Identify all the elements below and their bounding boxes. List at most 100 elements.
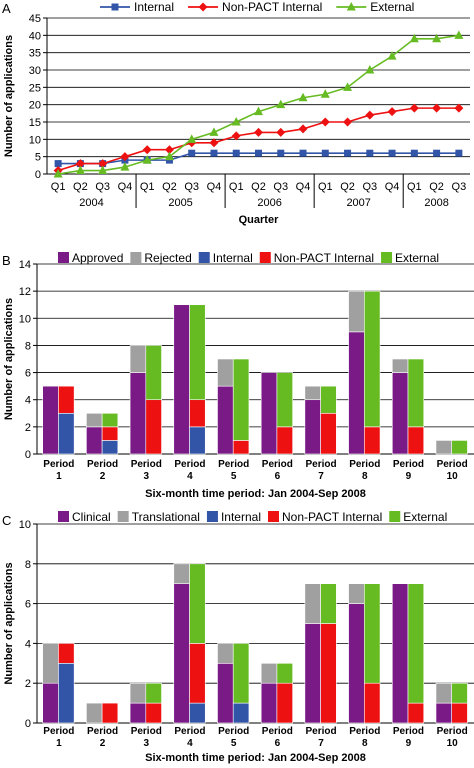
panel-a-ytick-label: 15 <box>29 117 41 129</box>
panel-a-point <box>276 127 286 137</box>
panel-b-bar-external <box>145 345 162 401</box>
panel-a-point <box>111 3 119 11</box>
panel-a-ytick-label: 30 <box>29 65 41 77</box>
panel-b-bar-external <box>364 290 381 428</box>
panel-c-bar-non-pact-internal <box>189 643 206 704</box>
panel-c-bar-translational <box>348 583 365 604</box>
panel-c-category-number: 4 <box>187 738 193 749</box>
panel-a-year-label: 2008 <box>424 197 448 209</box>
panel-c-bar-non-pact-internal <box>407 702 425 724</box>
panel-a-quarter-label: Q3 <box>184 181 199 193</box>
panel-b-legend-label: Approved <box>72 251 123 265</box>
panel-c-bar-clinical <box>129 702 147 724</box>
panel-b-bar-non-pact-internal <box>58 385 75 414</box>
panel-b-bar-external <box>189 304 206 401</box>
panel-c-bar-external <box>364 583 381 684</box>
panel-b-bar-approved <box>42 385 59 455</box>
panel-a-point <box>432 33 442 43</box>
panel-c-bar-non-pact-internal <box>101 702 119 724</box>
panel-b-bar-non-pact-internal <box>232 440 250 455</box>
panel-b-bar-non-pact-internal <box>320 412 337 455</box>
panel-a-point <box>346 2 356 11</box>
panel-b-bar-approved <box>86 426 103 455</box>
panel-a-quarter-label: Q4 <box>296 181 311 193</box>
panel-a-point <box>387 51 397 60</box>
panel-a-point <box>365 65 375 74</box>
panel-b-category-label: Period <box>349 459 380 470</box>
panel-c-bar-translational <box>217 643 234 664</box>
panel-c-bar-non-pact-internal <box>58 643 75 664</box>
panel-c-bar-translational <box>86 702 103 724</box>
panel-a-point <box>455 149 463 157</box>
panel-c-bar-translational <box>42 643 59 684</box>
panel-a-point <box>277 149 285 157</box>
panel-a-point <box>98 165 108 175</box>
panel-c-bar-translational <box>304 583 321 624</box>
panel-c-bar-external <box>276 662 293 684</box>
panel-b-category-number: 3 <box>143 471 149 482</box>
panel-a-quarter-label: Q1 <box>229 181 244 193</box>
panel-c-xlabel: Six-month time period: Jan 2004-Sep 2008 <box>145 752 366 764</box>
panel-a-axes: 0 5 10 15 20 25 30 35 40 45 Number of applications <box>3 13 470 181</box>
panel-c-bar-internal <box>58 662 75 724</box>
panel-a-point <box>75 159 85 169</box>
panel-a-quarter-label: Q4 <box>207 181 222 193</box>
panel-c-legend-label: Non-PACT Internal <box>282 510 382 524</box>
panel-a-point <box>198 2 208 12</box>
panel-c-bar-clinical <box>304 623 321 724</box>
panel-b-legend-label: External <box>395 251 439 265</box>
panel-c-bar-non-pact-internal <box>145 702 162 724</box>
panel-a-point <box>255 149 262 157</box>
panel-a-point <box>388 149 396 157</box>
panel-a-ylabel: Number of applications <box>3 35 15 157</box>
panel-a-point <box>344 149 352 157</box>
panel-c-category-label: Period <box>349 726 380 737</box>
panel-b-category-number: 7 <box>318 471 324 482</box>
panel-b-category-label: Period <box>174 459 205 470</box>
panel-a-point <box>188 149 196 157</box>
panel-a-point <box>298 92 308 102</box>
panel-a-point <box>209 127 219 136</box>
panel-a-point <box>254 127 263 137</box>
panel-a-point <box>409 33 419 43</box>
panel-b-ytick-label: 2 <box>25 422 31 434</box>
panel-b-legend-swatch <box>130 252 142 263</box>
panel-c-ytick-label: 10 <box>19 519 31 531</box>
panel-a-point <box>276 99 286 109</box>
panel-c-legend: Clinical Translational Internal Non-PACT In… <box>58 510 447 524</box>
panel-c-category-number: 6 <box>275 738 281 749</box>
panel-b-bar-external <box>451 440 468 455</box>
panel-a-point <box>410 149 418 157</box>
panel-b-bar-rejected <box>304 385 321 401</box>
panel-b-category-number: 6 <box>275 471 281 482</box>
panel-c-category-number: 9 <box>406 738 412 749</box>
panel-b-bar-non-pact-internal <box>145 399 162 455</box>
panel-b-bar-approved <box>217 385 234 455</box>
panel-b-category-label: Period <box>305 459 336 470</box>
panel-c-bar-external <box>145 682 162 704</box>
panel-c-ytick-label: 8 <box>25 559 31 571</box>
panel-b-category-number: 10 <box>447 471 459 482</box>
panel-a-point <box>142 145 152 155</box>
panel-b-bar-approved <box>173 304 190 455</box>
panel-a-point <box>54 160 62 168</box>
panel-b-legend-swatch <box>259 252 271 263</box>
panel-c-bar-external <box>320 583 337 624</box>
panel-a-point <box>432 103 442 113</box>
panel-b-bar-non-pact-internal <box>101 426 119 441</box>
panel-c-legend-label: Internal <box>221 510 261 524</box>
panel-a-quarter-label: Q2 <box>162 181 177 193</box>
panel-a-point <box>298 124 308 134</box>
panel-a-quarter-label: Q1 <box>51 181 66 193</box>
panel-a-ytick-label: 5 <box>35 152 41 164</box>
panel-b-legend-swatch <box>381 252 393 263</box>
panel-b-bar-approved <box>391 372 409 455</box>
panel-c-category-label: Period <box>87 726 118 737</box>
panel-c-legend-swatch <box>389 511 401 522</box>
panel-b-bar-internal <box>189 426 206 455</box>
panel-b-bar-internal <box>101 440 119 455</box>
panel-c-bar-external <box>189 563 206 644</box>
panel-c-bar-clinical <box>435 702 453 724</box>
panel-b-category-number: 8 <box>362 471 368 482</box>
